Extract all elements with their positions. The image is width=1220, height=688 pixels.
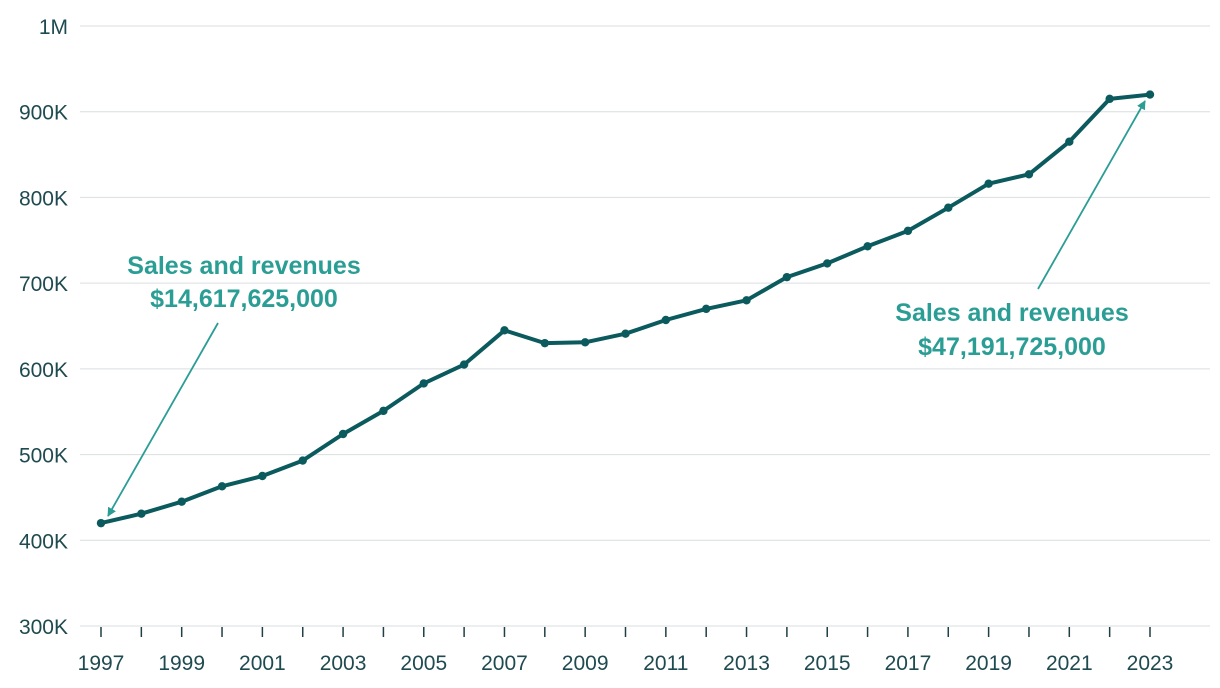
x-tick-label: 2001 bbox=[239, 652, 286, 675]
data-point bbox=[580, 338, 590, 347]
y-tick-label: 1M bbox=[39, 16, 68, 39]
data-point bbox=[419, 379, 428, 388]
data-point bbox=[298, 456, 307, 465]
x-tick-label: 2023 bbox=[1127, 652, 1174, 675]
x-tick-label: 2005 bbox=[400, 652, 447, 675]
annotation-end: Sales and revenues $47,191,725,000 bbox=[895, 100, 1146, 361]
x-tick-label: 1997 bbox=[78, 652, 125, 675]
x-tick-label: 2007 bbox=[481, 652, 528, 675]
x-tick-label: 1999 bbox=[158, 652, 205, 675]
data-point bbox=[863, 242, 872, 251]
data-point bbox=[96, 518, 106, 528]
data-point bbox=[379, 406, 388, 416]
data-point bbox=[984, 179, 993, 188]
y-tick-label: 900K bbox=[19, 102, 68, 125]
series-line-group bbox=[96, 90, 1155, 528]
y-tick-label: 300K bbox=[19, 616, 68, 639]
annotation-value: $14,617,625,000 bbox=[150, 285, 338, 313]
x-tick-label: 2011 bbox=[643, 652, 688, 675]
annotations: Sales and revenues$14,617,625,000 Sales a… bbox=[107, 100, 1146, 517]
annotation-label: Sales and revenues bbox=[127, 252, 360, 280]
data-point bbox=[500, 326, 509, 335]
y-tick-label: 600K bbox=[19, 359, 68, 382]
x-tick-label: 2017 bbox=[885, 652, 932, 675]
x-tick-label: 2009 bbox=[562, 652, 609, 675]
x-tick-label: 2019 bbox=[965, 652, 1012, 675]
y-tick-label: 400K bbox=[19, 530, 68, 553]
data-point bbox=[742, 296, 751, 305]
annotation-value: $47,191,725,000 bbox=[918, 333, 1106, 361]
x-axis: 1997 1999 2001 2003 2005 2007 2009 2011 2013 2015… bbox=[78, 627, 1174, 675]
data-point bbox=[823, 259, 832, 268]
data-point bbox=[217, 482, 227, 491]
x-tick-label: 2013 bbox=[723, 652, 770, 675]
annotation-arrow bbox=[107, 322, 219, 517]
annotation-start: Sales and revenues $14,617,625,000 bbox=[107, 252, 361, 517]
data-point bbox=[903, 226, 913, 236]
data-point bbox=[1105, 94, 1114, 104]
data-point bbox=[338, 429, 348, 439]
y-tick-label: 500K bbox=[19, 445, 68, 468]
data-point bbox=[621, 329, 630, 338]
data-point bbox=[944, 203, 953, 212]
y-tick-label: 800K bbox=[19, 187, 68, 210]
y-axis: 300K 400K 500K 600K 700K 800K 900K 1M bbox=[19, 16, 68, 639]
data-point bbox=[701, 304, 711, 314]
data-point bbox=[1024, 170, 1034, 179]
data-point bbox=[1145, 90, 1155, 99]
data-point bbox=[782, 272, 792, 282]
x-tick-label: 2015 bbox=[804, 652, 851, 675]
x-tick-label: 2021 bbox=[1046, 652, 1093, 675]
data-point bbox=[459, 360, 469, 369]
data-point bbox=[137, 509, 146, 518]
gridlines bbox=[80, 25, 1210, 627]
annotation-arrow bbox=[1037, 100, 1146, 290]
data-point bbox=[661, 315, 671, 325]
data-point bbox=[540, 338, 550, 348]
data-point bbox=[177, 497, 186, 506]
x-tick-label: 2003 bbox=[320, 652, 367, 675]
annotation-label: Sales and revenues bbox=[895, 299, 1128, 327]
data-point bbox=[258, 471, 267, 481]
data-point bbox=[1065, 137, 1074, 146]
y-tick-label: 700K bbox=[19, 273, 68, 296]
